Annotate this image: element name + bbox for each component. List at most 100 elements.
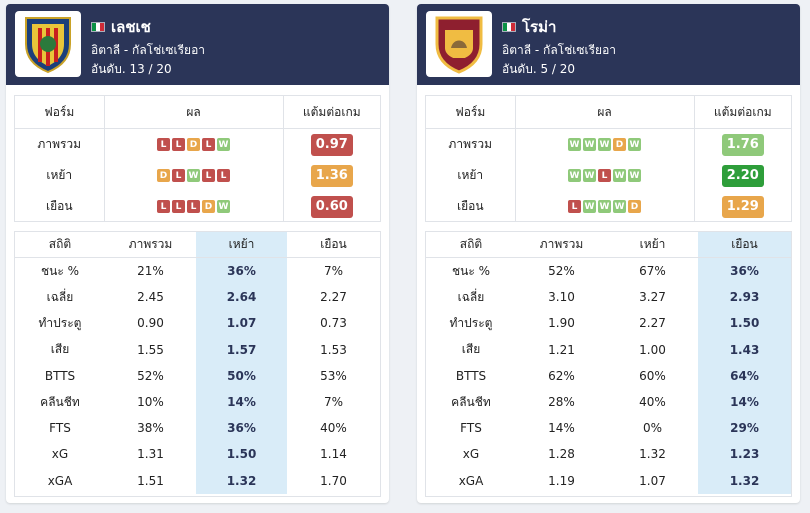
stats-table: สถิติ ภาพรวม เหย้า เยือน ชนะ % 21% 36% 7% เฉลี่… xyxy=(14,231,381,497)
result-pill[interactable]: W xyxy=(628,169,642,182)
league-label[interactable]: อิตาลี - กัลโช่เซเรียอา xyxy=(91,43,206,57)
stat-value: 0.73 xyxy=(320,316,347,331)
stats-row: FTS 38% 36% 40% xyxy=(15,415,380,442)
form-row: ภาพรวม W W W D W 1.76 xyxy=(426,129,791,160)
stats-row: xG 1.31 1.50 1.14 xyxy=(15,441,380,468)
team-header: โรม่า อิตาลี - กัลโช่เซเรียอา อันดับ. 5 … xyxy=(417,4,800,85)
stats-row: เฉลี่ย 3.10 3.27 2.93 xyxy=(426,284,791,311)
result-pill[interactable]: D xyxy=(613,138,627,151)
stat-value: 1.31 xyxy=(137,447,164,462)
stats-header-2: เหย้า xyxy=(639,237,666,251)
form-row-label: เยือน xyxy=(15,191,105,222)
result-pill[interactable]: W xyxy=(583,169,597,182)
stat-label: xG xyxy=(462,447,480,462)
stat-value: 40% xyxy=(639,395,666,410)
ppg-cell: 0.97 xyxy=(284,129,380,160)
stat-value: 1.51 xyxy=(137,473,164,488)
stat-value: 1.50 xyxy=(196,441,287,468)
stat-value: 1.43 xyxy=(698,336,791,363)
stat-value: 1.50 xyxy=(698,310,791,337)
stat-value: 62% xyxy=(548,368,575,383)
stat-value: 1.07 xyxy=(639,473,666,488)
result-pill[interactable]: L xyxy=(172,169,186,182)
stat-value: 36% xyxy=(698,258,791,285)
stats-header-0: สถิติ xyxy=(48,237,72,251)
result-pill[interactable]: W xyxy=(598,138,612,151)
result-pill[interactable]: W xyxy=(217,138,231,151)
team-card-roma: โรม่า อิตาลี - กัลโช่เซเรียอา อันดับ. 5 … xyxy=(417,4,800,503)
result-pill[interactable]: L xyxy=(202,138,216,151)
result-pill[interactable]: W xyxy=(187,169,201,182)
stat-value: 2.64 xyxy=(196,284,287,311)
result-pill[interactable]: L xyxy=(217,169,231,182)
stats-row: BTTS 52% 50% 53% xyxy=(15,362,380,389)
stat-value: 7% xyxy=(323,395,344,410)
stats-row: ชนะ % 52% 67% 36% xyxy=(426,258,791,285)
stat-label: เสีย xyxy=(50,342,70,357)
stat-value: 2.27 xyxy=(639,316,666,331)
stat-label: BTTS xyxy=(44,368,76,383)
stat-value: 1.90 xyxy=(548,316,575,331)
result-pill[interactable]: W xyxy=(598,200,612,213)
form-row: เหย้า D L W L L 1.36 xyxy=(15,160,380,191)
stat-label: คลีนชีท xyxy=(451,394,491,409)
roma-crest-icon[interactable] xyxy=(426,11,492,77)
team-card-lecce: เลชเช อิตาลี - กัลโช่เซเรียอา อันดับ. 13… xyxy=(6,4,389,503)
stat-value: 3.10 xyxy=(548,290,575,305)
ppg-header: แต้มต่อเกม xyxy=(302,104,361,119)
ppg-badge: 0.60 xyxy=(310,195,353,218)
result-pill[interactable]: W xyxy=(568,169,582,182)
result-pill[interactable]: D xyxy=(157,169,171,182)
result-pill[interactable]: W xyxy=(583,200,597,213)
result-pill[interactable]: W xyxy=(583,138,597,151)
stats-header-1: ภาพรวม xyxy=(128,237,173,251)
ppg-header: แต้มต่อเกม xyxy=(713,104,772,119)
team-header: เลชเช อิตาลี - กัลโช่เซเรียอา อันดับ. 13… xyxy=(6,4,389,85)
result-pill[interactable]: W xyxy=(628,138,642,151)
result-pill[interactable]: L xyxy=(598,169,612,182)
team-name[interactable]: โรม่า xyxy=(522,18,557,36)
form-header: ฟอร์ม xyxy=(15,96,105,128)
result-pill[interactable]: W xyxy=(613,200,627,213)
ppg-cell: 1.36 xyxy=(284,160,380,191)
team-name[interactable]: เลชเช xyxy=(111,18,151,36)
ppg-badge: 1.29 xyxy=(721,195,764,218)
result-pill[interactable]: L xyxy=(187,200,201,213)
result-pill[interactable]: D xyxy=(187,138,201,151)
form-row-label: ภาพรวม xyxy=(15,129,105,160)
league-label[interactable]: อิตาลี - กัลโช่เซเรียอา xyxy=(502,43,617,57)
result-pill[interactable]: W xyxy=(613,169,627,182)
stat-value: 1.53 xyxy=(320,342,347,357)
stat-value: 40% xyxy=(320,421,347,436)
form-table: ฟอร์ม ผล แต้มต่อเกม ภาพรวม W W W D W 1.76 เหย้า… xyxy=(425,95,792,222)
stat-value: 1.07 xyxy=(196,310,287,337)
ppg-badge: 1.76 xyxy=(721,133,764,156)
result-pill[interactable]: L xyxy=(157,138,171,151)
form-header: ฟอร์ม xyxy=(426,96,516,128)
result-pill[interactable]: W xyxy=(217,200,231,213)
lecce-crest-icon[interactable] xyxy=(15,11,81,77)
result-header: ผล xyxy=(516,96,695,128)
result-pill[interactable]: L xyxy=(172,200,186,213)
result-pill[interactable]: L xyxy=(157,200,171,213)
stat-value: 29% xyxy=(698,415,791,442)
result-pill[interactable]: L xyxy=(202,169,216,182)
stats-table: สถิติ ภาพรวม เหย้า เยือน ชนะ % 52% 67% 36% เฉลี… xyxy=(425,231,792,497)
form-row: เหย้า W W L W W 2.20 xyxy=(426,160,791,191)
result-pill[interactable]: L xyxy=(568,200,582,213)
result-pill[interactable]: L xyxy=(172,138,186,151)
result-pill[interactable]: D xyxy=(628,200,642,213)
stat-value: 64% xyxy=(698,362,791,389)
stat-value: 50% xyxy=(196,362,287,389)
stat-value: 7% xyxy=(323,264,344,279)
result-pill[interactable]: D xyxy=(202,200,216,213)
stat-label: ชนะ % xyxy=(40,263,79,278)
stats-row: ทำประตู 1.90 2.27 1.50 xyxy=(426,310,791,337)
result-pill[interactable]: W xyxy=(568,138,582,151)
rank-label: อันดับ. 13 / 20 xyxy=(91,62,172,76)
